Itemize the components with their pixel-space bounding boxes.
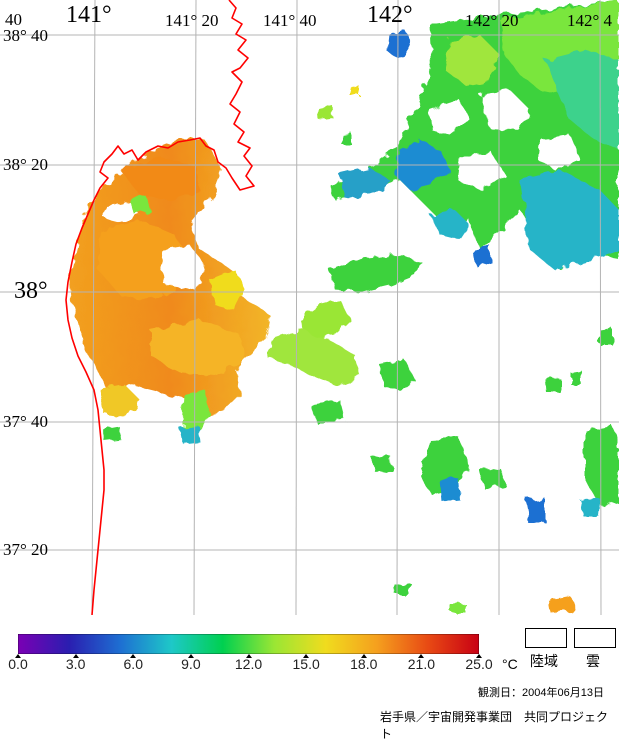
colorbar-tick-mark xyxy=(15,654,21,658)
longitude-label-141-40: 141° 40 xyxy=(263,11,317,30)
land-legend-label: 陸域 xyxy=(530,653,558,669)
colorbar-tick-mark xyxy=(245,654,252,658)
colorbar-tick-label: 18.0 xyxy=(350,656,378,672)
colorbar-tick-label: 3.0 xyxy=(65,656,86,672)
longitude-label-142: 142° xyxy=(367,2,413,28)
colorbar-tick-mark xyxy=(187,654,194,658)
latitude-label-37-20: 37° 20 xyxy=(3,540,49,559)
longitude-label-142-20: 142° 20 xyxy=(465,11,519,30)
colorbar-tick-mark xyxy=(418,654,425,658)
latitude-label-38: 38° xyxy=(14,278,48,304)
land-legend-swatch xyxy=(525,628,567,648)
colorbar-tick-label: 12.0 xyxy=(234,656,263,672)
latitude-label-38-40: 38° 40 xyxy=(3,26,49,45)
temperature-colorbar xyxy=(18,634,479,654)
latitude-label-37-40: 37° 40 xyxy=(3,412,49,431)
colorbar-tick-label: 15.0 xyxy=(292,656,320,672)
cloud-legend-label: 雲 xyxy=(586,653,600,669)
longitude-label-141: 141° xyxy=(66,2,112,28)
temperature-unit: °C xyxy=(502,656,518,672)
corner-label: 40 xyxy=(5,10,22,29)
colorbar-tick-label: 25.0 xyxy=(465,656,493,672)
colorbar-tick-label: 0.0 xyxy=(8,656,28,672)
colorbar-tick-mark xyxy=(360,654,367,658)
latitude-label-38-20: 38° 20 xyxy=(3,155,49,174)
coastline xyxy=(65,0,255,615)
cloud-legend-swatch xyxy=(574,628,616,648)
colorbar-tick-label: 9.0 xyxy=(181,656,201,672)
lat-lon-grid xyxy=(0,0,619,615)
colorbar-tick-mark xyxy=(130,654,137,658)
colorbar-tick-mark xyxy=(72,654,79,658)
credit-line: 岩手県／宇宙開発事業団 共同プロジェクト xyxy=(380,710,609,741)
colorbar-tick-label: 21.0 xyxy=(407,656,435,672)
longitude-label-141-20: 141° 20 xyxy=(165,11,219,30)
sea-surface-temperature-map xyxy=(0,0,619,615)
observation-date: 観測日：2004年06月13日 xyxy=(478,687,604,699)
colorbar-tick-mark xyxy=(303,654,310,658)
sst-patches xyxy=(70,0,619,612)
colorbar-tick-mark xyxy=(476,654,482,658)
colorbar-tick-label: 6.0 xyxy=(123,656,143,672)
longitude-label-142-40: 142° 4 xyxy=(567,11,613,30)
